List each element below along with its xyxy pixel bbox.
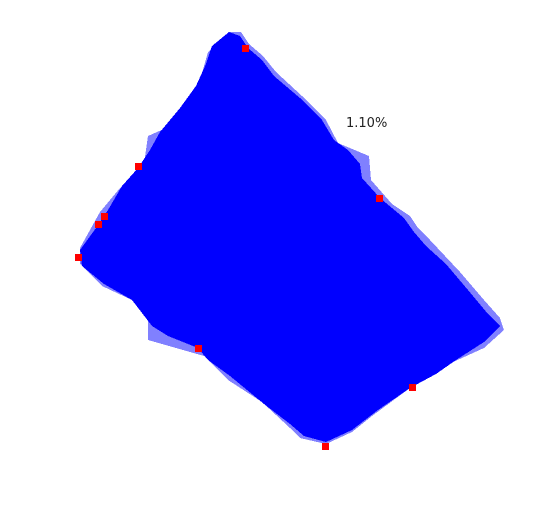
boundary-marker — [101, 213, 108, 220]
boundary-marker — [376, 195, 383, 202]
boundary-marker — [242, 45, 249, 52]
boundary-marker — [135, 163, 142, 170]
percentage-label: 1.10% — [346, 116, 387, 131]
boundary-marker — [195, 345, 202, 352]
boundary-marker — [75, 254, 82, 261]
boundary-marker — [322, 443, 329, 450]
boundary-marker — [95, 221, 102, 228]
boundary-markers — [75, 45, 416, 450]
boundary-marker — [409, 384, 416, 391]
blue-region — [80, 32, 500, 442]
